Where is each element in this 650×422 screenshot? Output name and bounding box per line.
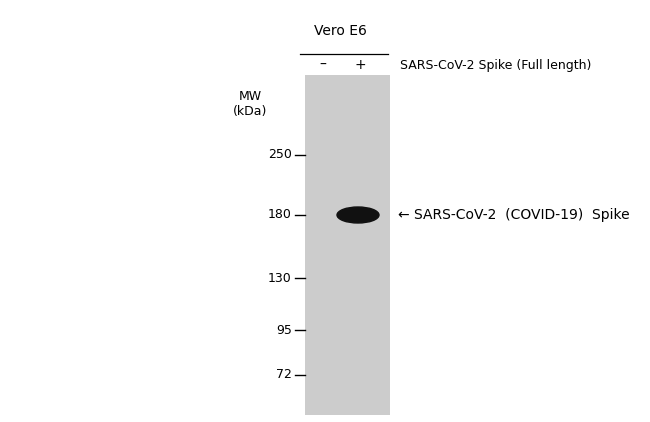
Text: 130: 130	[268, 271, 292, 284]
Ellipse shape	[337, 207, 379, 223]
Text: 95: 95	[276, 324, 292, 336]
Bar	[305, 75, 390, 415]
Text: +: +	[354, 58, 366, 72]
Text: 180: 180	[268, 208, 292, 222]
Text: Vero E6: Vero E6	[313, 24, 367, 38]
Text: ← SARS-CoV-2  (COVID-19)  Spike: ← SARS-CoV-2 (COVID-19) Spike	[398, 208, 630, 222]
Text: 250: 250	[268, 149, 292, 162]
Text: MW
(kDa): MW (kDa)	[233, 90, 267, 118]
Text: –: –	[320, 58, 326, 72]
Text: 72: 72	[276, 368, 292, 381]
Text: SARS-CoV-2 Spike (Full length): SARS-CoV-2 Spike (Full length)	[400, 59, 592, 71]
